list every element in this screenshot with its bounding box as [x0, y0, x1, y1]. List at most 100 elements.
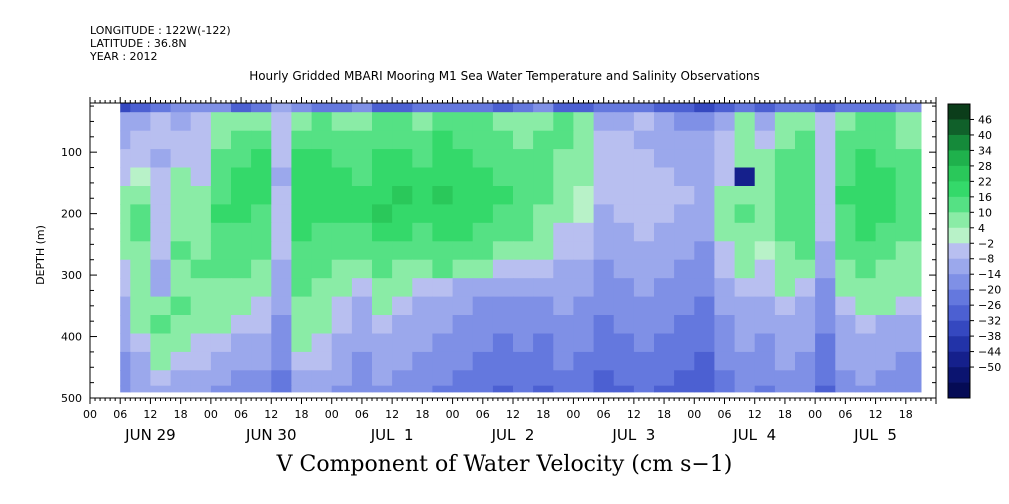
heatmap-cell: [291, 351, 313, 371]
colorbar-swatch: [948, 367, 970, 383]
heatmap-cell: [714, 259, 736, 279]
heatmap-cell: [271, 385, 292, 393]
heatmap-cell: [412, 222, 433, 242]
colorbar-label: 4: [978, 222, 985, 235]
heatmap-cell: [855, 385, 877, 393]
colorbar-swatch: [948, 258, 970, 275]
heatmap-cell: [573, 112, 595, 132]
heatmap-cell: [432, 370, 454, 387]
heatmap-cell: [633, 278, 655, 298]
heatmap-cell: [472, 351, 494, 371]
heatmap-cell: [573, 333, 595, 353]
heatmap-cell: [130, 351, 151, 371]
x-tick-label: 06: [597, 408, 611, 421]
heatmap-cell: [513, 241, 534, 261]
heatmap-cell: [855, 167, 877, 187]
heatmap-cell: [210, 222, 232, 242]
heatmap-cell: [553, 333, 574, 353]
heatmap-cell: [190, 186, 212, 205]
heatmap-cell: [795, 370, 816, 387]
heatmap-cell: [170, 103, 192, 113]
heatmap-cell: [875, 278, 897, 298]
heatmap-cell: [351, 315, 373, 334]
heatmap-cell: [372, 204, 393, 224]
heatmap-cell: [210, 204, 232, 224]
heatmap-cell: [573, 370, 595, 387]
heatmap-cell: [654, 222, 675, 242]
x-tick-label: 18: [899, 408, 913, 421]
heatmap-cell: [492, 370, 514, 387]
heatmap-cell: [351, 385, 373, 393]
heatmap-cell: [754, 222, 776, 242]
variable-label: V Component of Water Velocity (cm s−1): [276, 452, 733, 477]
heatmap-cell: [875, 333, 897, 353]
year-label: YEAR : 2012: [90, 50, 158, 63]
heatmap-cell: [210, 112, 232, 132]
heatmap-cell: [875, 259, 897, 279]
heatmap-cell: [774, 149, 796, 169]
heatmap-cell: [130, 278, 151, 298]
heatmap-cell: [412, 315, 433, 334]
x-tick-label: 12: [869, 408, 883, 421]
heatmap-cell: [593, 385, 615, 393]
colorbar-label: −32: [978, 315, 1001, 328]
x-tick-label: 00: [83, 408, 97, 421]
heatmap-cell: [271, 370, 292, 387]
heatmap-cell: [593, 112, 615, 132]
heatmap-cell: [452, 112, 474, 132]
colorbar-swatch: [948, 104, 970, 120]
heatmap-cell: [372, 167, 393, 187]
heatmap-cell: [754, 315, 776, 334]
heatmap-cell: [633, 149, 655, 169]
colorbar-label: −44: [978, 346, 1001, 359]
heatmap-cell: [190, 222, 212, 242]
heatmap-cell: [774, 112, 796, 132]
heatmap-cell: [472, 112, 494, 132]
heatmap-cell: [835, 222, 856, 242]
heatmap-cell: [472, 167, 494, 187]
heatmap-cell: [875, 296, 897, 316]
heatmap-cell: [472, 370, 494, 387]
heatmap-cell: [331, 241, 353, 261]
heatmap-cell: [613, 112, 635, 132]
heatmap-cell: [573, 315, 595, 334]
heatmap-cells: [120, 103, 922, 393]
heatmap-cell: [251, 315, 272, 334]
heatmap-cell: [694, 241, 715, 261]
heatmap-cell: [654, 278, 675, 298]
heatmap-cell: [372, 112, 393, 132]
colorbar-swatch: [948, 165, 970, 182]
heatmap-cell: [613, 204, 635, 224]
heatmap-cell: [120, 103, 131, 113]
heatmap-cell: [120, 333, 131, 353]
colorbar-border: [947, 103, 971, 399]
heatmap-cell: [674, 296, 695, 316]
heatmap-cell: [714, 333, 736, 353]
x-tick-label: 00: [808, 408, 822, 421]
heatmap-cell: [714, 149, 736, 169]
heatmap-cell: [120, 259, 131, 279]
heatmap-cell: [875, 385, 897, 393]
heatmap-cell: [291, 103, 313, 113]
heatmap-cell: [291, 333, 313, 353]
heatmap-cell: [372, 130, 393, 150]
heatmap-cell: [150, 149, 172, 169]
heatmap-cell: [392, 296, 413, 316]
heatmap-cell: [170, 241, 192, 261]
x-axis: 00 06 12 18 00 06 12 18 00 06 12 18 00 06 12 18 00 06 12 18…: [83, 97, 937, 444]
heatmap-cell: [795, 149, 816, 169]
heatmap-cell: [714, 204, 736, 224]
heatmap-cell: [392, 222, 413, 242]
heatmap-cell: [372, 370, 393, 387]
heatmap-cell: [432, 241, 454, 261]
heatmap-cell: [835, 130, 856, 150]
heatmap-cell: [351, 370, 373, 387]
heatmap-cell: [654, 103, 675, 113]
heatmap-cell: [513, 333, 534, 353]
heatmap-cell: [714, 130, 736, 150]
heatmap-cell: [613, 333, 635, 353]
x-tick-label: 06: [476, 408, 490, 421]
heatmap-cell: [734, 149, 756, 169]
heatmap-cell: [714, 186, 736, 205]
heatmap-cell: [694, 112, 715, 132]
